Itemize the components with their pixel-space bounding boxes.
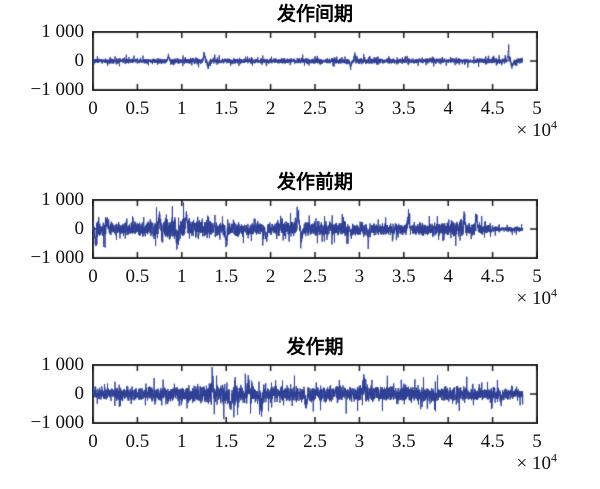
x-tick-label: 2 (265, 266, 276, 287)
x-tick-label: 1.5 (214, 266, 239, 287)
x-tick-label: 0 (88, 98, 98, 119)
x-tick-label: 5 (532, 431, 542, 452)
x-tick-label: 3 (354, 98, 365, 119)
x-tick-label: 1 (177, 266, 187, 287)
x-tick-label: 4 (443, 431, 453, 452)
x-tick-label: 5 (532, 98, 542, 119)
x-tick-label: 2.5 (303, 98, 327, 119)
x-tick-label: 2.5 (303, 431, 327, 452)
y-tick-label: 1 000 (41, 189, 84, 210)
x-tick-label: 0 (88, 266, 98, 287)
x-scale-exponent: 4 (551, 117, 557, 132)
waveform-canvas (92, 31, 538, 91)
x-tick-label: 2.5 (303, 266, 327, 287)
x-tick-label: 3.5 (391, 266, 416, 287)
x-tick-label: 4 (443, 266, 453, 287)
x-tick-label: 1 (177, 431, 187, 452)
x-tick-label: 4 (443, 98, 453, 119)
subplot-ictal: 发作期 1 000 0 −1 000 0 0.5 1 1.5 2 2.5 3 3.5 4 4.5 5… (0, 333, 600, 483)
x-tick-label: 2 (265, 98, 276, 119)
plot-title: 发作间期 (276, 4, 353, 25)
y-tick-label: 0 (74, 218, 85, 239)
x-tick-label: 0.5 (125, 98, 150, 119)
x-tick-label: 4.5 (480, 431, 505, 452)
plot-title: 发作前期 (276, 172, 353, 193)
x-tick-label: 3 (354, 431, 365, 452)
x-scale-base: × 10 (516, 288, 551, 309)
x-scale-exponent: 4 (551, 450, 557, 465)
x-tick-label: 1.5 (214, 431, 239, 452)
x-tick-label: 2 (265, 431, 276, 452)
y-tick-label: −1 000 (30, 79, 84, 100)
y-tick-label: 1 000 (41, 21, 84, 42)
x-tick-label: 0.5 (125, 431, 150, 452)
y-tick-label: −1 000 (30, 247, 84, 268)
subplot-preictal: 发作前期 1 000 0 −1 000 0 0.5 1 1.5 2 2.5 3 3.5 4 4.5… (0, 168, 600, 318)
x-tick-label: 0.5 (125, 266, 150, 287)
subplot-interictal: 发作间期 1 000 0 −1 000 0 0.5 1 1.5 2 2.5 3 3.5 4 4.5… (0, 0, 600, 150)
plot-title: 发作期 (286, 337, 344, 358)
x-tick-label: 1 (177, 98, 187, 119)
x-tick-label: 4.5 (480, 266, 505, 287)
x-scale-label: × 104 (460, 450, 557, 475)
x-tick-label: 1.5 (214, 98, 239, 119)
y-tick-label: 1 000 (41, 354, 84, 375)
y-tick-label: 0 (74, 383, 85, 404)
x-scale-label: × 104 (460, 117, 557, 142)
x-tick-label: 3 (354, 266, 365, 287)
x-scale-base: × 10 (516, 120, 551, 141)
x-scale-label: × 104 (460, 285, 557, 310)
x-tick-label: 3.5 (391, 98, 416, 119)
x-tick-label: 5 (532, 266, 542, 287)
x-tick-label: 0 (88, 431, 98, 452)
x-scale-base: × 10 (516, 453, 551, 474)
y-tick-label: −1 000 (30, 412, 84, 433)
waveform-canvas (92, 199, 538, 259)
waveform-canvas (92, 364, 538, 424)
x-scale-exponent: 4 (551, 285, 557, 300)
y-tick-label: 0 (74, 50, 85, 71)
x-tick-label: 3.5 (391, 431, 416, 452)
x-tick-label: 4.5 (480, 98, 505, 119)
